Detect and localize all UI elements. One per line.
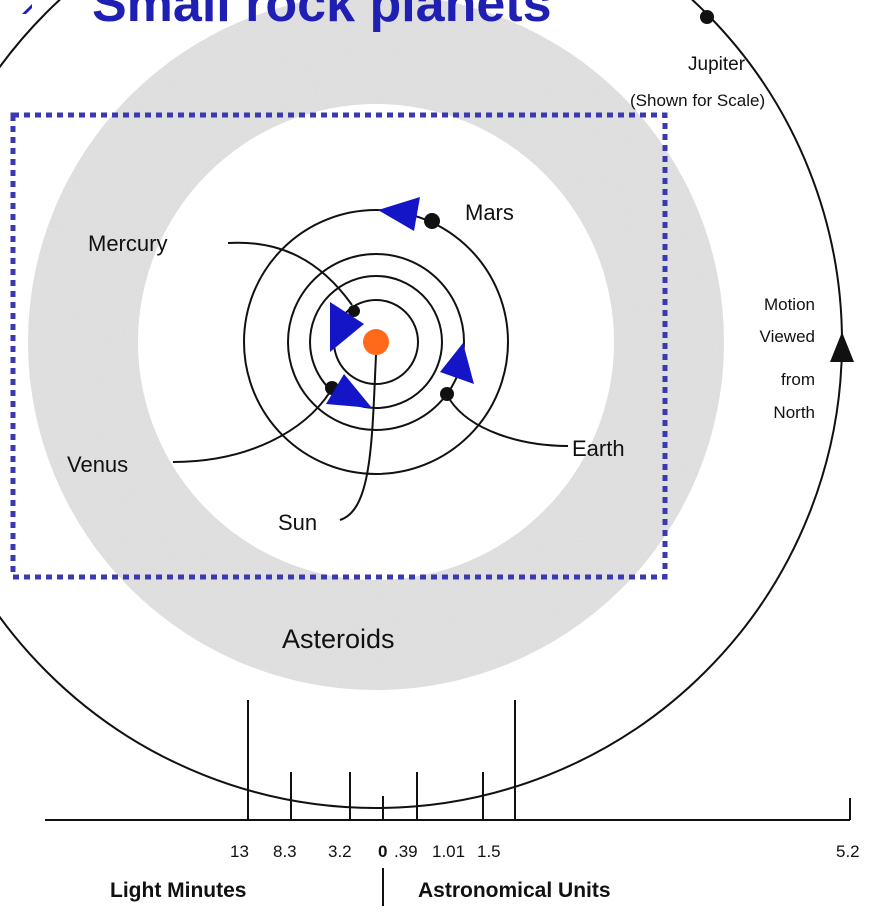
motion-line-3: from — [781, 370, 815, 389]
tick-label: 3.2 — [328, 842, 352, 861]
mars-direction-arrow — [378, 197, 420, 231]
earth-orbit — [287, 253, 465, 431]
tick-label: 8.3 — [273, 842, 297, 861]
venus-leader — [172, 391, 331, 463]
mars-dot — [424, 213, 440, 229]
leader-lines — [172, 241, 569, 521]
jupiter-label: Jupiter — [688, 54, 746, 75]
tick-label: 1.01 — [432, 842, 465, 861]
tick-label: 1.5 — [477, 842, 501, 861]
earth-dot — [440, 387, 454, 401]
sun — [363, 329, 389, 355]
motion-line-1: Motion — [764, 295, 815, 314]
scale-tick-labels: 13 8.3 3.2 0 .39 1.01 1.5 5.2 — [230, 842, 860, 861]
terrestrial-zone-frame — [10, 112, 668, 580]
mercury-label: Mercury — [88, 231, 167, 256]
earth-label: Earth — [572, 436, 625, 461]
tick-label: .39 — [394, 842, 418, 861]
astronomical-units-label: Astronomical Units — [418, 879, 611, 902]
sun-leader — [339, 354, 377, 521]
page-title: Small rock planets — [92, 0, 552, 33]
bullet-icon — [22, 4, 32, 14]
tick-label: 13 — [230, 842, 249, 861]
motion-line-4: North — [773, 403, 815, 422]
light-minutes-label: Light Minutes — [110, 879, 246, 902]
mars-label: Mars — [465, 200, 514, 225]
motion-arrow — [830, 332, 854, 362]
tick-label: 0 — [378, 842, 387, 861]
mercury-leader — [227, 241, 353, 306]
motion-caption: Motion Viewed from North — [760, 295, 815, 422]
mercury-dot — [348, 305, 360, 317]
mercury-direction-arrow — [330, 302, 364, 352]
distance-scale — [45, 700, 851, 906]
venus-orbit — [309, 275, 443, 409]
tick-label: 5.2 — [836, 842, 860, 861]
venus-label: Venus — [67, 452, 128, 477]
direction-arrows — [326, 197, 474, 408]
sun-label: Sun — [278, 510, 317, 535]
jupiter-note-label: (Shown for Scale) — [630, 91, 765, 110]
earth-leader — [449, 399, 569, 447]
mars-orbit — [243, 209, 509, 475]
motion-line-2: Viewed — [760, 327, 815, 346]
earth-direction-arrow — [440, 343, 474, 384]
asteroids-label: Asteroids — [282, 624, 395, 654]
jupiter-dot — [700, 10, 714, 24]
venus-direction-arrow — [326, 374, 372, 408]
